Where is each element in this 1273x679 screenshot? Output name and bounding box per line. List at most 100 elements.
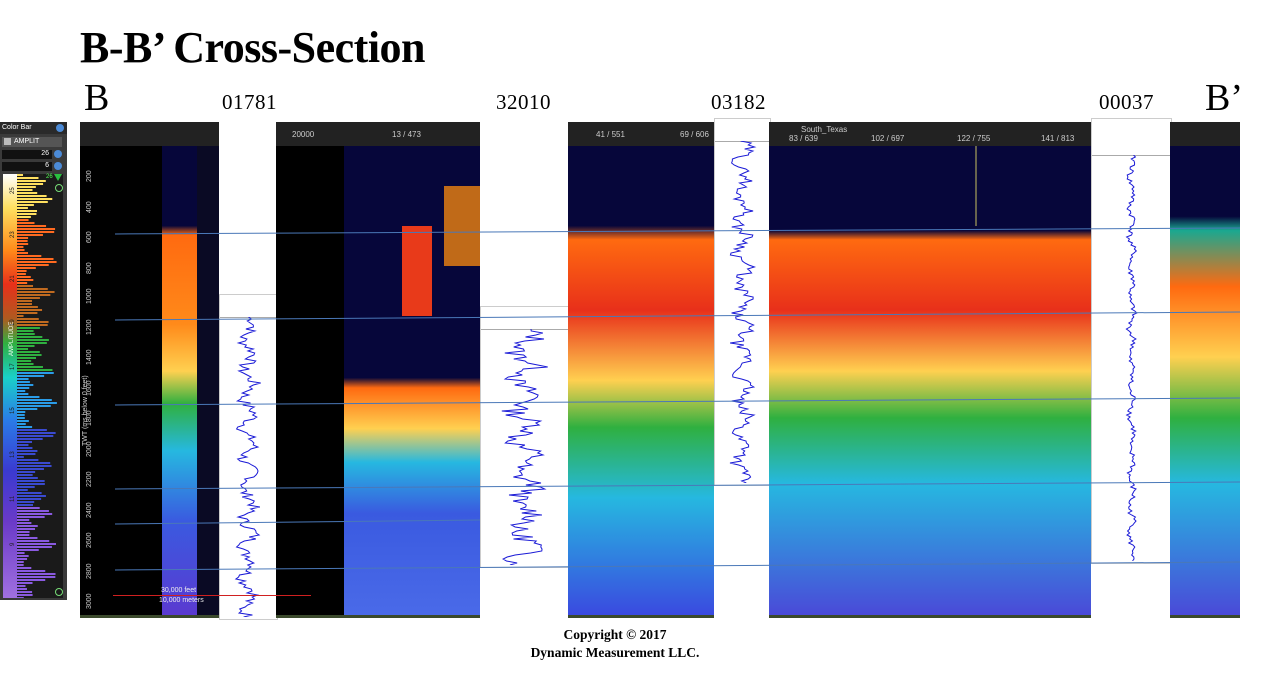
panel-4-label-a: 83 / 639 — [789, 134, 818, 143]
panel-3-label-b: 69 / 606 — [680, 130, 709, 139]
color-bar-tick-label: 21 — [10, 275, 16, 282]
color-bar-tick-label: 25 — [10, 187, 16, 194]
histogram-bar — [17, 294, 51, 296]
histogram-bar — [17, 582, 33, 584]
zoom-out-icon[interactable] — [55, 588, 63, 596]
panel-4-region-label: South_Texas — [801, 125, 848, 134]
histogram-bar — [17, 486, 35, 488]
histogram-bar — [17, 234, 43, 236]
well-label-01781: 01781 — [222, 90, 277, 114]
scale-bar: 30,000 feet 10,000 meters — [113, 585, 313, 611]
histogram-bar — [17, 585, 26, 587]
depth-tick-label: 400 — [86, 200, 93, 213]
histogram-bar — [17, 438, 43, 440]
histogram-bar — [17, 204, 34, 206]
color-bar-histogram: AMPLITUDE 25 23 21 19 17 15 13 11 9 — [3, 174, 63, 599]
attribute-icon — [4, 138, 11, 145]
histogram-bar — [17, 381, 30, 383]
histogram-bar — [17, 399, 52, 401]
color-bar-tick-label: 9 — [10, 542, 16, 546]
histogram-bar — [17, 504, 34, 506]
histogram-bar — [17, 417, 25, 419]
seismic-panel-3[interactable]: 41 / 551 69 / 606 — [568, 122, 714, 618]
histogram-bar — [17, 573, 56, 575]
histogram-bar — [17, 231, 55, 233]
histogram-bar — [17, 444, 29, 446]
top-marker-icon[interactable] — [54, 174, 62, 181]
panel-3-footer — [568, 615, 714, 618]
depth-tick-label: 1000 — [86, 288, 93, 304]
depth-axis-label: TWT (ms below 0 feet) — [82, 375, 89, 446]
histogram-bar — [17, 432, 56, 434]
histogram-bar — [17, 558, 28, 560]
depth-tick-label: 2800 — [86, 562, 93, 579]
well-log-03182-header — [715, 119, 770, 142]
seismic-panel-1[interactable]: 200 400 600 800 1000 1200 1400 1600 1800 2000 2200… — [80, 122, 219, 618]
histogram-bar — [17, 588, 27, 590]
histogram-bar — [17, 375, 45, 377]
histogram-bar — [17, 531, 30, 533]
histogram-bar — [17, 306, 38, 308]
histogram-bar — [17, 192, 38, 194]
color-bar-tick-label: 19 — [10, 319, 16, 326]
histogram-bar — [17, 369, 53, 371]
seismic-panel-2[interactable]: 20000 13 / 473 — [276, 122, 480, 618]
histogram-bar — [17, 240, 28, 242]
depth-tick-label: 2200 — [86, 471, 93, 487]
histogram-bar — [17, 513, 53, 515]
histogram-bar — [17, 390, 26, 392]
histogram-bar — [17, 510, 49, 512]
attribute-selector[interactable]: AMPLIT — [2, 137, 62, 147]
histogram-bar — [17, 261, 57, 263]
histogram-bar — [17, 534, 30, 536]
well-log-01781[interactable] — [219, 294, 278, 620]
histogram-bar — [17, 495, 46, 497]
histogram-bar — [17, 336, 43, 338]
seismic-strip-1 — [162, 146, 197, 615]
histogram-bar — [17, 228, 56, 230]
seismic-panel-5[interactable] — [1170, 122, 1240, 618]
max-value-field[interactable]: 26 — [2, 150, 52, 159]
well-log-32010[interactable] — [480, 306, 570, 568]
depth-tick-label: 800 — [86, 261, 93, 274]
histogram-bar — [17, 420, 29, 422]
well-log-03182[interactable] — [714, 118, 771, 486]
histogram-bar — [17, 264, 49, 266]
well-log-01781-header — [220, 295, 277, 318]
zoom-in-icon[interactable] — [55, 184, 63, 192]
histogram-bar — [17, 354, 42, 356]
histogram-bar — [17, 252, 29, 254]
histogram-bar — [17, 447, 33, 449]
histogram-bar — [17, 543, 56, 545]
max-value-stepper-icon[interactable] — [54, 150, 62, 158]
histogram-bar — [17, 426, 33, 428]
well-label-03182: 03182 — [711, 90, 766, 114]
seismic-image-4 — [769, 146, 1091, 615]
depth-axis: 200 400 600 800 1000 1200 1400 1600 1800 2000 2200… — [80, 146, 162, 615]
histogram-bar — [17, 339, 49, 341]
scale-bar-meters: 10,000 meters — [159, 597, 204, 604]
histogram-bar — [17, 549, 39, 551]
copyright: Copyright © 2017 Dynamic Measurement LLC… — [480, 626, 750, 662]
histogram-bar — [17, 555, 29, 557]
seismic-panel-4[interactable]: South_Texas 83 / 639 102 / 697 122 / 755… — [769, 122, 1091, 618]
histogram-bar — [17, 258, 54, 260]
panel-4-label-d: 141 / 813 — [1041, 134, 1075, 143]
histogram-bar — [17, 225, 47, 227]
panel-1-footer — [80, 615, 219, 618]
min-value-stepper-icon[interactable] — [54, 162, 62, 170]
help-icon[interactable] — [56, 124, 64, 132]
well-log-00037[interactable] — [1091, 118, 1172, 564]
histogram-bar — [17, 441, 33, 443]
histogram-bar — [17, 351, 40, 353]
histogram-bar — [17, 468, 44, 470]
panel-5-header — [1170, 122, 1240, 146]
panel-5-footer — [1170, 615, 1240, 618]
min-value-field[interactable]: 6 — [2, 162, 52, 171]
histogram-bar — [17, 207, 28, 209]
histogram-bar — [17, 414, 25, 416]
histogram-bar — [17, 597, 24, 599]
panel-2-footer — [276, 615, 480, 618]
histogram-bar — [17, 273, 26, 275]
depth-tick-label: 3000 — [86, 593, 93, 609]
